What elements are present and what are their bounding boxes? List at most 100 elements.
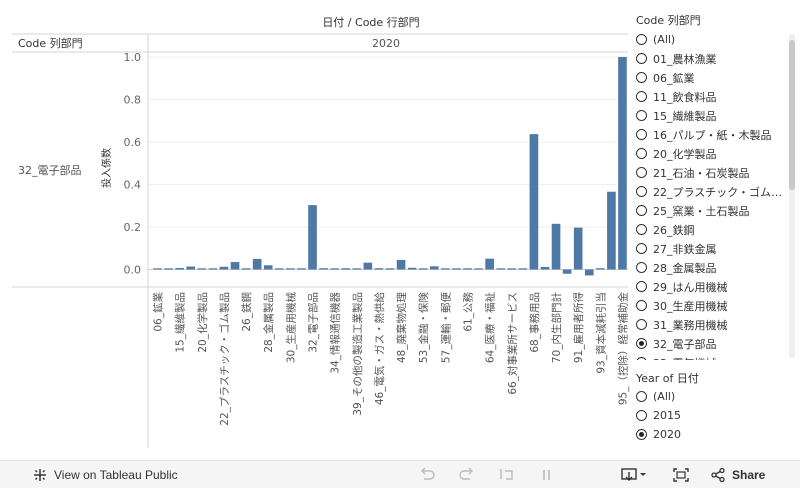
code-filter-option-label: 28_金属製品 (653, 261, 717, 275)
bar (186, 266, 196, 270)
bar (507, 268, 517, 270)
download-button[interactable] (620, 461, 648, 488)
revert-button[interactable] (498, 461, 516, 488)
x-tick-label: 95_（控除）経常補助金 (616, 292, 629, 406)
x-tick-label: 20_化学製品 (196, 292, 209, 353)
code-filter-scroll-thumb[interactable] (789, 40, 795, 190)
radio-icon[interactable] (636, 281, 647, 292)
fullscreen-button[interactable] (672, 461, 690, 488)
bar (363, 262, 373, 270)
bar (573, 227, 583, 270)
x-tick-label: 28_金属製品 (262, 292, 275, 353)
code-filter-option[interactable]: 21_石油・石炭製品 (636, 163, 786, 182)
bar (286, 268, 295, 270)
code-filter-option[interactable]: 06_鉱業 (636, 68, 786, 87)
radio-icon[interactable] (636, 300, 647, 311)
bar (297, 268, 306, 270)
radio-icon[interactable] (636, 205, 647, 216)
radio-icon[interactable] (636, 148, 647, 159)
bar (308, 205, 317, 270)
bar (551, 223, 561, 270)
x-tick-label: 68_事務用品 (528, 292, 541, 353)
code-filter-option-label: 29_はん用機械 (653, 280, 728, 294)
code-filter-option[interactable]: 25_窯業・土石製品 (636, 201, 786, 220)
radio-icon[interactable] (636, 72, 647, 83)
radio-icon[interactable] (636, 391, 647, 402)
x-tick-label: 61_公務 (461, 292, 474, 332)
undo-icon (418, 467, 436, 483)
radio-icon[interactable] (636, 34, 647, 45)
bar (463, 268, 472, 270)
bar (429, 266, 439, 270)
radio-icon[interactable] (636, 224, 647, 235)
code-filter-option[interactable]: 16_パルプ・紙・木製品 (636, 125, 786, 144)
radio-icon[interactable] (636, 410, 647, 421)
y-tick-label: 0.8 (124, 94, 142, 107)
x-tick-label: 34_情報通信機器 (329, 292, 342, 374)
code-filter-option[interactable]: 20_化学製品 (636, 144, 786, 163)
code-filter-option-label: 21_石油・石炭製品 (653, 166, 750, 180)
bar (418, 268, 428, 270)
radio-icon[interactable] (636, 91, 647, 102)
code-filter-option[interactable]: 26_鉄鋼 (636, 220, 786, 239)
redo-button[interactable] (458, 461, 476, 488)
bar (407, 267, 417, 270)
code-filter-list[interactable]: (All) 01_農林漁業 06_鉱業 11_飲食料品 15_繊維製品 16_パルプ・紙・… (636, 30, 786, 360)
code-filter-option[interactable]: 27_非鉄金属 (636, 239, 786, 258)
code-filter-option-label: 01_農林漁業 (653, 52, 717, 66)
bar (618, 57, 627, 270)
view-on-tableau-button[interactable]: View on Tableau Public (32, 461, 178, 488)
bar (385, 268, 395, 270)
year-filter-list[interactable]: (All) 2015 2020 (636, 387, 786, 444)
radio-icon[interactable] (636, 429, 647, 440)
bar (263, 265, 273, 270)
undo-button[interactable] (418, 461, 436, 488)
radio-icon[interactable] (636, 129, 647, 140)
radio-icon[interactable] (636, 186, 647, 197)
radio-icon[interactable] (636, 262, 647, 273)
code-filter-option-label: 31_業務用機械 (653, 318, 728, 332)
code-filter-option[interactable]: 15_繊維製品 (636, 106, 786, 125)
pause-button[interactable] (538, 461, 556, 488)
radio-icon[interactable] (636, 357, 647, 360)
year-filter-option[interactable]: 2020 (636, 425, 786, 444)
code-filter-option[interactable]: 29_はん用機械 (636, 277, 786, 296)
y-axis-label: 投入係数 (100, 148, 113, 188)
code-filter-option[interactable]: 32_電子部品 (636, 334, 786, 353)
x-tick-label: 91_雇用者所得 (572, 292, 585, 363)
bar (219, 266, 229, 270)
radio-icon[interactable] (636, 53, 647, 64)
x-tick-label: 32_電子部品 (307, 292, 320, 353)
share-button[interactable]: Share (710, 461, 765, 488)
bar (241, 268, 251, 270)
code-filter-option[interactable]: 31_業務用機械 (636, 315, 786, 334)
code-filter-option[interactable]: 01_農林漁業 (636, 49, 786, 68)
radio-icon[interactable] (636, 338, 647, 349)
code-filter-option[interactable]: 33_電気機械 (636, 353, 786, 360)
radio-icon[interactable] (636, 243, 647, 254)
x-tick-label: 46_電気・ガス・熱供給 (373, 292, 386, 406)
year-filter-option[interactable]: 2015 (636, 406, 786, 425)
x-tick-label: 64_医療・福祉 (484, 292, 497, 364)
bar (252, 258, 262, 270)
code-filter-option[interactable]: 11_飲食料品 (636, 87, 786, 106)
code-filter-scrollbar[interactable] (789, 34, 795, 358)
fullscreen-icon (672, 467, 690, 483)
bar (175, 268, 184, 270)
y-tick-label: 0.2 (124, 221, 142, 234)
bar (452, 268, 461, 270)
code-filter-option[interactable]: 28_金属製品 (636, 258, 786, 277)
bar (562, 269, 572, 274)
code-filter-option[interactable]: 22_プラスチック・ゴム製品 (636, 182, 786, 201)
radio-icon[interactable] (636, 110, 647, 121)
x-tick-label: 26_鉄鋼 (240, 292, 253, 332)
radio-icon[interactable] (636, 167, 647, 178)
year-filter-option[interactable]: (All) (636, 387, 786, 406)
x-tick-label: 48_廃棄物処理 (395, 292, 408, 364)
code-filter-option[interactable]: 30_生産用機械 (636, 296, 786, 315)
code-filter-option[interactable]: (All) (636, 30, 786, 49)
x-tick-label: 57_運輸・郵便 (439, 292, 452, 364)
year-filter-option-label: 2020 (653, 428, 681, 441)
bar (441, 268, 450, 270)
radio-icon[interactable] (636, 319, 647, 330)
